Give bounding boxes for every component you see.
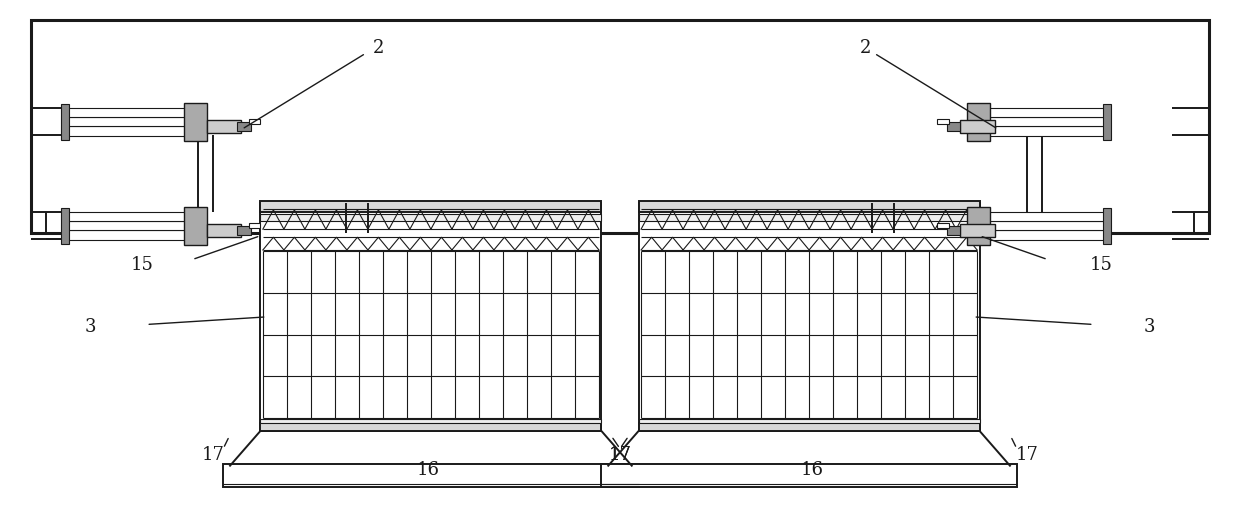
Bar xyxy=(249,119,260,124)
Bar xyxy=(260,423,601,431)
Bar xyxy=(68,108,193,117)
Text: 2: 2 xyxy=(859,39,872,57)
Bar xyxy=(260,201,601,212)
Bar xyxy=(639,419,980,423)
Bar xyxy=(639,214,980,221)
Bar xyxy=(980,230,1105,240)
Bar xyxy=(68,221,193,230)
Bar xyxy=(207,120,241,133)
Bar xyxy=(980,221,1105,230)
Bar xyxy=(947,122,960,131)
Bar xyxy=(960,120,994,133)
Bar xyxy=(937,119,949,124)
Text: 17: 17 xyxy=(609,446,631,464)
Bar xyxy=(1102,104,1111,140)
Bar xyxy=(223,464,639,487)
Bar xyxy=(960,224,994,237)
Bar xyxy=(184,207,207,244)
Bar xyxy=(68,117,193,126)
Text: 17: 17 xyxy=(202,446,224,464)
Bar xyxy=(260,214,601,221)
Bar xyxy=(967,103,991,141)
Bar xyxy=(68,126,193,135)
Text: 3: 3 xyxy=(84,318,97,336)
Bar xyxy=(639,201,980,212)
Bar xyxy=(980,108,1105,117)
Bar xyxy=(260,419,601,423)
Text: 3: 3 xyxy=(1143,318,1156,336)
Bar xyxy=(937,223,949,228)
Bar xyxy=(31,20,1209,233)
Bar xyxy=(237,226,250,235)
Bar xyxy=(249,223,260,228)
Bar xyxy=(967,207,991,244)
Text: 16: 16 xyxy=(417,461,439,480)
Bar xyxy=(68,230,193,240)
Bar xyxy=(980,126,1105,135)
Bar xyxy=(1102,208,1111,243)
Bar xyxy=(639,423,980,431)
Text: 2: 2 xyxy=(372,39,384,57)
Bar xyxy=(980,212,1105,221)
Bar xyxy=(61,104,69,140)
Bar xyxy=(601,464,1017,487)
Bar xyxy=(184,103,207,141)
Bar xyxy=(260,203,601,431)
Text: 15: 15 xyxy=(131,256,154,274)
Text: 15: 15 xyxy=(1090,256,1112,274)
Text: 16: 16 xyxy=(801,461,823,480)
Text: 17: 17 xyxy=(609,446,631,464)
Bar xyxy=(207,224,241,237)
Bar xyxy=(639,203,980,431)
Bar xyxy=(237,122,250,131)
Bar xyxy=(61,208,69,243)
Bar xyxy=(947,226,960,235)
Bar xyxy=(68,212,193,221)
Bar xyxy=(980,117,1105,126)
Text: 17: 17 xyxy=(1016,446,1038,464)
